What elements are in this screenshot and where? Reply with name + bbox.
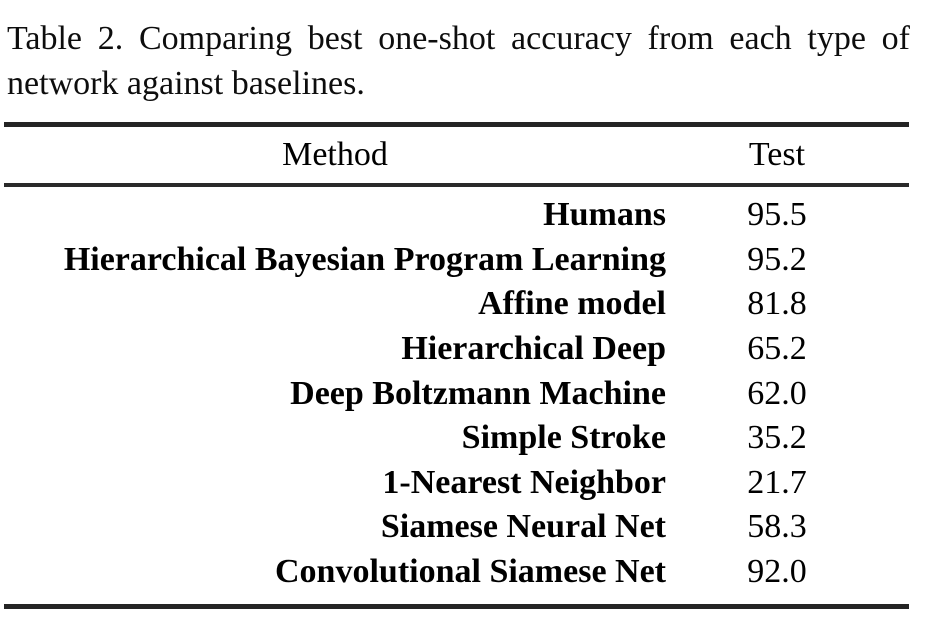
table-bottom-rule xyxy=(4,604,909,610)
column-header-test: Test xyxy=(748,136,806,173)
test-cell: 81.8 xyxy=(747,285,807,323)
table-row: Humans 95.5 xyxy=(4,193,909,238)
test-cell: 92.0 xyxy=(747,553,807,591)
column-header-method: Method xyxy=(282,136,388,173)
method-cell: Affine model xyxy=(478,285,666,323)
table-row: Hierarchical Bayesian Program Learning 9… xyxy=(4,238,909,283)
table-top-rule xyxy=(4,122,909,127)
test-cell: 58.3 xyxy=(747,508,807,546)
table-row: Affine model 81.8 xyxy=(4,282,909,327)
table-caption-line1: Table 2. Comparing best one-shot accurac… xyxy=(7,20,910,57)
method-cell: Hierarchical Bayesian Program Learning xyxy=(63,240,666,278)
method-cell: Convolutional Siamese Net xyxy=(275,553,666,591)
test-cell: 65.2 xyxy=(747,330,807,368)
table-row: Hierarchical Deep 65.2 xyxy=(4,327,909,372)
table-caption-line2: network against baselines. xyxy=(7,65,365,102)
table-caption: Table 2. Comparing best one-shot accurac… xyxy=(7,16,910,106)
results-table: Method Test Humans 95.5 Hierarchical Bay… xyxy=(4,122,909,610)
method-cell: Deep Boltzmann Machine xyxy=(290,374,666,412)
table-header-rule xyxy=(4,183,909,187)
test-cell: 95.5 xyxy=(747,196,807,234)
table-body: Humans 95.5 Hierarchical Bayesian Progra… xyxy=(4,187,909,604)
test-cell: 21.7 xyxy=(747,463,807,501)
table-row: Deep Boltzmann Machine 62.0 xyxy=(4,371,909,416)
method-cell: 1-Nearest Neighbor xyxy=(382,463,666,501)
method-cell: Hierarchical Deep xyxy=(401,330,666,368)
test-cell: 95.2 xyxy=(747,240,807,278)
test-cell: 35.2 xyxy=(747,419,807,457)
method-cell: Siamese Neural Net xyxy=(380,508,666,546)
table-row: Convolutional Siamese Net 92.0 xyxy=(4,550,909,595)
method-cell: Humans xyxy=(543,196,666,234)
table-row: Simple Stroke 35.2 xyxy=(4,416,909,461)
table-row: Siamese Neural Net 58.3 xyxy=(4,505,909,550)
table-row: 1-Nearest Neighbor 21.7 xyxy=(4,461,909,506)
method-cell: Simple Stroke xyxy=(461,419,666,457)
test-cell: 62.0 xyxy=(747,374,807,412)
table-header-row: Method Test xyxy=(4,127,909,183)
